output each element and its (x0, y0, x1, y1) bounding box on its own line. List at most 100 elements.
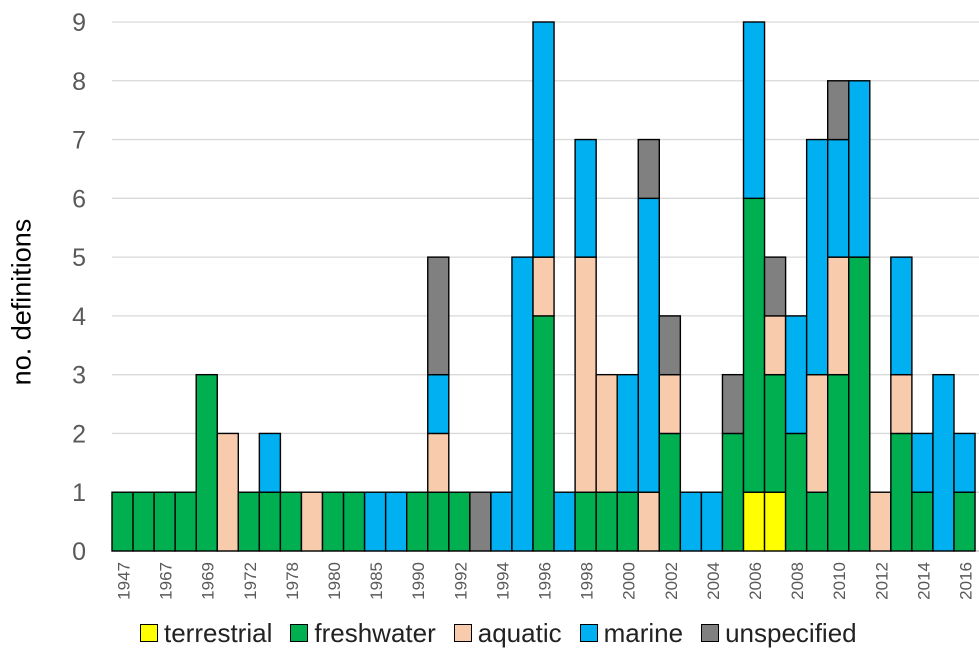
bar-segment-unspecified (658, 315, 682, 376)
x-tick-label: 2002 (662, 562, 681, 600)
legend: terrestrial freshwater aquatic marine unspec… (140, 613, 857, 653)
legend-swatch (453, 624, 472, 642)
bar-segment-freshwater (237, 491, 261, 552)
bar-segment-aquatic (595, 373, 618, 493)
x-tick-label: 1998 (578, 562, 597, 600)
x-tick-labels: 1947 1967 1969 1972 1978 1980 1985 1990 1992 1994… (115, 562, 976, 600)
bar-segment-freshwater (195, 373, 218, 552)
bar-segment-marine (742, 21, 766, 200)
bar-segment-terrestrial (763, 491, 787, 552)
bar-segment-unspecified (721, 373, 745, 435)
legend-item-aquatic: aquatic (453, 618, 562, 649)
x-tick-label: 2006 (746, 562, 765, 600)
x-tick-label: 1947 (115, 562, 134, 600)
legend-swatch (701, 624, 720, 642)
bar-segment-freshwater (174, 491, 197, 552)
bar-segment-unspecified (763, 256, 787, 317)
bar-segment-marine (890, 256, 913, 376)
legend-item-freshwater: freshwater (290, 617, 436, 649)
bar-segment-marine (700, 491, 724, 552)
bar-segment-freshwater (574, 491, 597, 552)
bar-segment-freshwater (827, 373, 850, 552)
x-tick-label: 1967 (157, 562, 176, 600)
x-tick-label: 2016 (957, 562, 976, 600)
bar-segment-marine (784, 315, 808, 435)
x-tick-label: 2014 (914, 562, 933, 600)
bar-segment-marine (532, 21, 555, 258)
bar-segment-freshwater (448, 491, 471, 552)
bar-segment-terrestrial (742, 491, 766, 552)
x-tick-label: 1990 (409, 562, 428, 600)
bar-segment-unspecified (427, 256, 450, 376)
bar-segment-unspecified (637, 138, 660, 200)
x-tick-label: 1994 (493, 562, 512, 600)
bar-segment-unspecified (827, 80, 850, 141)
bar-segment-marine (490, 491, 513, 552)
bar-segment-marine (911, 432, 934, 493)
bar-segment-marine (616, 373, 639, 493)
bar-segment-marine (637, 197, 660, 493)
bar-segment-aquatic (763, 315, 787, 376)
bar-segment-marine (953, 432, 976, 493)
bar-segment-aquatic (216, 432, 239, 552)
bar-segment-freshwater (848, 256, 871, 552)
legend-label: unspecified (725, 617, 857, 648)
bar-segment-freshwater (953, 491, 976, 552)
bars (111, 21, 976, 552)
bar-segment-freshwater (658, 432, 682, 552)
bar-segment-aquatic (300, 491, 324, 552)
x-tick-label: 1996 (536, 562, 555, 600)
legend-swatch (140, 624, 158, 642)
bar-segment-freshwater (258, 491, 282, 552)
x-tick-label: 1978 (283, 562, 302, 600)
bar-segment-freshwater (279, 491, 303, 552)
legend-swatch (579, 624, 598, 642)
legend-label: terrestrial (164, 617, 273, 648)
y-tick-labels: 0 1 2 3 4 5 6 7 8 9 (72, 9, 86, 566)
x-tick-label: 2000 (620, 562, 639, 600)
bar-segment-freshwater (721, 432, 745, 552)
legend-label: marine (603, 617, 684, 648)
bar-segment-aquatic (427, 432, 450, 493)
bar-segment-marine (932, 373, 955, 552)
bar-segment-freshwater (890, 432, 913, 552)
bar-segment-aquatic (869, 491, 892, 552)
y-axis-label-box: no. definitions (0, 172, 52, 432)
y-tick-label: 8 (72, 68, 86, 96)
bar-segment-freshwater (911, 491, 934, 552)
bar-segment-aquatic (532, 256, 555, 317)
bar-segment-freshwater (595, 491, 618, 552)
x-tick-label: 1992 (451, 562, 470, 600)
bar-segment-freshwater (427, 491, 450, 552)
bar-segment-unspecified (469, 491, 492, 552)
x-tick-label: 2004 (704, 562, 723, 600)
bar-segment-marine (848, 80, 871, 258)
bar-segment-marine (574, 138, 597, 258)
y-tick-label: 4 (72, 303, 86, 331)
y-tick-label: 2 (72, 420, 86, 448)
bar-segment-freshwater (342, 491, 366, 552)
bar-segment-marine (553, 491, 576, 552)
bar-segment-marine (384, 491, 408, 552)
y-tick-label: 0 (72, 538, 86, 566)
bar-segment-aquatic (637, 491, 660, 552)
bar-segment-aquatic (658, 373, 682, 435)
bar-segment-marine (805, 138, 829, 376)
bar-segment-marine (258, 432, 282, 493)
x-tick-label: 1972 (241, 562, 260, 600)
bar-segment-marine (511, 256, 534, 552)
bar-segment-freshwater (132, 491, 155, 552)
legend-label: freshwater (314, 617, 436, 648)
bar-segment-freshwater (805, 491, 829, 552)
bar-segment-freshwater (742, 197, 766, 493)
bar-segment-freshwater (111, 491, 134, 552)
x-tick-label: 2010 (830, 562, 849, 600)
legend-swatch (290, 624, 309, 642)
bar-segment-freshwater (153, 491, 176, 552)
y-axis-label: no. definitions (6, 218, 37, 386)
bar-segment-aquatic (890, 373, 913, 435)
legend-item-marine: marine (579, 617, 684, 649)
bar-segment-freshwater (616, 491, 639, 552)
x-tick-label: 1985 (367, 562, 386, 600)
